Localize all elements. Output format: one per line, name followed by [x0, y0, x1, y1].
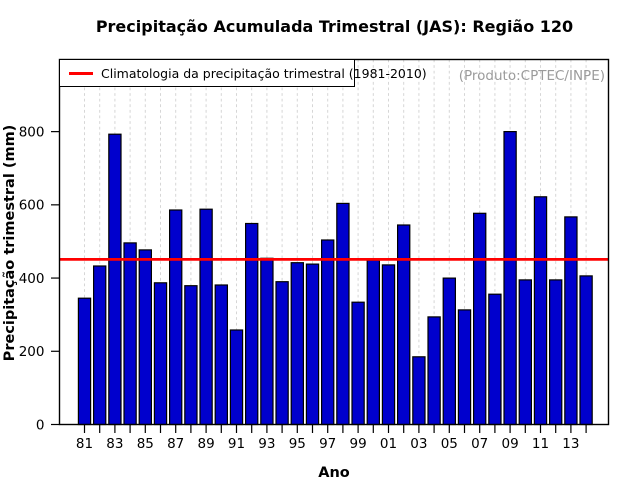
climatology-line-sample-icon — [69, 71, 93, 75]
bar-2000 — [366, 259, 381, 426]
bar-1990 — [214, 284, 228, 426]
x-tick-label-2003: 03 — [410, 436, 427, 452]
x-tick-label-1981: 81 — [76, 436, 93, 452]
x-tick-label-2009: 09 — [502, 436, 519, 452]
y-tick-label-200: 200 — [19, 344, 45, 360]
bar-1996 — [305, 263, 320, 426]
bar-2013 — [564, 216, 578, 426]
x-tick-label-2007: 07 — [471, 436, 488, 452]
x-tick-label-1991: 91 — [228, 436, 245, 452]
y-axis-title: Precipitação trimestral (mm) — [2, 124, 18, 362]
bar-2014 — [579, 275, 593, 426]
bar-1998 — [336, 202, 350, 426]
y-tick-label-800: 800 — [19, 124, 45, 140]
bar-1992 — [245, 222, 259, 426]
y-tick-label-600: 600 — [19, 198, 45, 214]
x-tick-label-1999: 99 — [350, 436, 367, 452]
bar-1985 — [138, 249, 152, 426]
x-tick-label-2001: 01 — [380, 436, 397, 452]
bar-2005 — [442, 277, 457, 426]
bar-2009 — [503, 131, 517, 426]
x-tick-label-1987: 87 — [167, 436, 184, 452]
chart-title: Precipitação Acumulada Trimestral (JAS):… — [95, 17, 574, 36]
y-tick-label-400: 400 — [19, 271, 45, 287]
bar-1982 — [92, 265, 107, 426]
x-tick-label-1993: 93 — [258, 436, 275, 452]
bar-1987 — [169, 209, 183, 426]
bar-1989 — [199, 208, 213, 426]
bar-1995 — [290, 262, 305, 426]
bar-2004 — [427, 316, 441, 426]
legend-label: Climatologia da precipitação trimestral … — [101, 65, 427, 81]
x-tick-label-1983: 83 — [106, 436, 123, 452]
bar-2006 — [457, 309, 472, 426]
bar-1993 — [260, 257, 274, 426]
bar-1984 — [123, 242, 137, 426]
bar-1981 — [77, 297, 92, 426]
bar-1997 — [321, 239, 335, 426]
x-tick-label-1995: 95 — [289, 436, 306, 452]
bar-2012 — [548, 279, 563, 426]
x-tick-label-1997: 97 — [319, 436, 336, 452]
produto-annotation: (Produto:CPTEC/INPE) — [458, 68, 605, 84]
x-tick-label-2013: 13 — [562, 436, 579, 452]
legend-box: Climatologia da precipitação trimestral … — [59, 59, 427, 87]
y-tick-label-0: 0 — [36, 417, 45, 433]
x-tick-label-1989: 89 — [198, 436, 215, 452]
x-axis-title: Ano — [318, 465, 350, 481]
bar-2003 — [412, 356, 426, 426]
bar-2008 — [488, 293, 502, 426]
bar-1991 — [229, 329, 244, 426]
x-tick-label-2005: 05 — [441, 436, 458, 452]
bar-2001 — [381, 264, 396, 426]
bar-1988 — [184, 285, 198, 426]
bar-2002 — [397, 224, 411, 426]
bar-1983 — [108, 133, 122, 426]
x-tick-label-2011: 11 — [532, 436, 549, 452]
bar-1986 — [153, 282, 168, 426]
bar-2007 — [473, 212, 487, 426]
bar-2010 — [518, 279, 533, 426]
bar-1994 — [275, 281, 289, 426]
bar-2011 — [533, 196, 548, 426]
bar-1999 — [351, 301, 365, 426]
x-tick-label-1985: 85 — [137, 436, 154, 452]
